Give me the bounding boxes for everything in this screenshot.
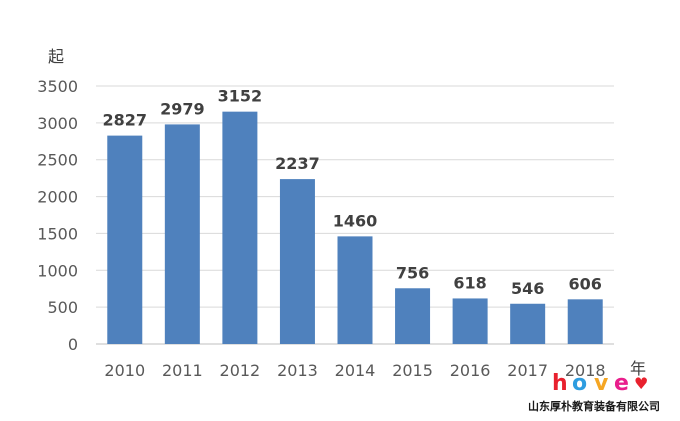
x-tick-label-2017: 2017 [507, 361, 548, 380]
data-label-2017: 546 [511, 279, 544, 298]
x-tick-label-2010: 2010 [104, 361, 145, 380]
bar-2014 [337, 236, 373, 344]
bar-2012 [222, 111, 258, 344]
x-tick-label-2011: 2011 [162, 361, 203, 380]
logo-letter-e: e [614, 371, 629, 396]
y-tick-label: 0 [68, 335, 78, 354]
bar-2011 [164, 124, 200, 344]
x-tick-label-2016: 2016 [450, 361, 491, 380]
data-label-2010: 2827 [103, 111, 148, 130]
y-axis: 0 500 1000 1500 2000 2500 3000 3500 [37, 77, 78, 354]
data-label-2011: 2979 [160, 99, 205, 118]
y-tick-label: 2500 [37, 151, 78, 170]
data-label-2016: 618 [453, 273, 486, 292]
bar-2010 [107, 135, 143, 344]
x-tick-label-2013: 2013 [277, 361, 318, 380]
bar-2015 [395, 288, 431, 344]
hove-logo: h o v e ♥ [552, 372, 652, 396]
logo-letter-o: o [572, 371, 588, 396]
data-labels: 2827 2979 3152 2237 1460 756 618 546 606 [103, 87, 602, 298]
x-tick-label-2015: 2015 [392, 361, 433, 380]
company-name: 山东厚朴教育装备有限公司 [528, 400, 660, 413]
y-tick-label: 500 [47, 298, 78, 317]
bar-2013 [279, 179, 315, 344]
x-axis-unit: 年 [630, 359, 646, 378]
y-tick-label: 3500 [37, 77, 78, 96]
y-tick-label: 1500 [37, 224, 78, 243]
x-axis: 2010 2011 2012 2013 2014 2015 2016 2017 2018 [104, 361, 605, 380]
bar-2018 [567, 299, 603, 344]
data-label-2012: 3152 [218, 87, 263, 106]
bars [107, 111, 603, 344]
x-tick-label-2018: 2018 [565, 361, 606, 380]
logo-letter-v: v [594, 371, 609, 396]
y-tick-label: 3000 [37, 114, 78, 133]
data-label-2013: 2237 [275, 154, 320, 173]
bar-2017 [510, 303, 546, 344]
y-tick-label: 1000 [37, 261, 78, 280]
y-tick-label: 2000 [37, 188, 78, 207]
data-label-2014: 1460 [333, 211, 378, 230]
y-axis-unit: 起 [48, 47, 64, 66]
data-label-2018: 606 [569, 274, 602, 293]
x-tick-label-2012: 2012 [220, 361, 261, 380]
x-tick-label-2014: 2014 [335, 361, 376, 380]
logo-heart-icon: ♥ [634, 374, 649, 393]
data-label-2015: 756 [396, 263, 429, 282]
bar-2016 [452, 298, 488, 344]
logo-letter-h: h [552, 371, 568, 396]
